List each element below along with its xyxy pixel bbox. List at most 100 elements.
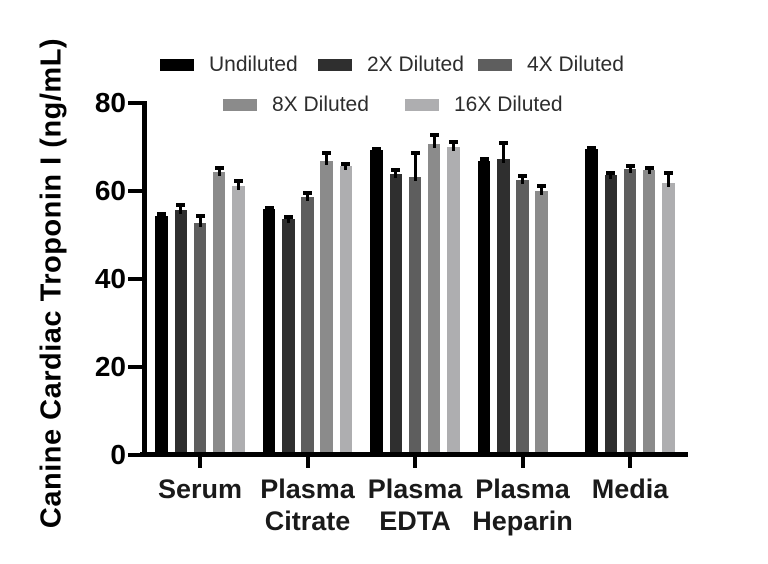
error-bar-cap bbox=[448, 139, 458, 144]
y-axis-tick-label: 80 bbox=[94, 87, 126, 118]
error-bar-whisker bbox=[482, 156, 486, 166]
error-bar-whisker bbox=[236, 179, 240, 190]
bar bbox=[516, 180, 529, 456]
x-axis-tick bbox=[198, 457, 202, 468]
error-bar-whisker bbox=[179, 203, 183, 214]
x-axis-line bbox=[140, 452, 688, 457]
legend-label: Undiluted bbox=[209, 53, 298, 76]
x-axis-tick bbox=[520, 457, 525, 468]
error-bar-cap bbox=[410, 151, 420, 156]
y-axis-tick bbox=[128, 453, 142, 457]
error-bar-whisker bbox=[217, 166, 221, 177]
legend-swatch bbox=[318, 59, 352, 71]
y-axis-line bbox=[142, 101, 147, 457]
category-label: Plasma bbox=[475, 474, 570, 504]
x-axis-tick bbox=[628, 457, 632, 468]
error-bar-cap bbox=[644, 165, 654, 170]
error-bar-cap bbox=[498, 141, 508, 146]
error-bar-whisker bbox=[198, 213, 202, 227]
category-label: Plasma bbox=[260, 474, 355, 504]
error-bar-whisker bbox=[666, 170, 670, 187]
error-bar-cap bbox=[663, 170, 673, 175]
error-bar-cap bbox=[283, 215, 293, 220]
bar bbox=[389, 173, 403, 456]
category-label: Plasma bbox=[367, 474, 463, 504]
category-label: EDTA bbox=[379, 506, 451, 536]
error-bar-whisker bbox=[540, 184, 544, 195]
error-bar-cap bbox=[264, 206, 274, 211]
error-bar-cap bbox=[625, 163, 635, 168]
bar bbox=[623, 169, 637, 456]
legend-label: 4X Diluted bbox=[527, 53, 624, 76]
bar bbox=[604, 174, 618, 456]
bar bbox=[447, 147, 460, 456]
error-bar-whisker bbox=[521, 173, 524, 184]
category-label: Heparin bbox=[472, 506, 573, 536]
y-axis-tick bbox=[128, 189, 142, 193]
category-label: Citrate bbox=[264, 506, 351, 536]
bar bbox=[535, 191, 548, 456]
error-bar-cap bbox=[606, 170, 616, 175]
bar bbox=[642, 169, 656, 456]
error-bar-cap bbox=[537, 184, 547, 189]
error-bar-cap bbox=[372, 146, 382, 151]
bar bbox=[212, 172, 226, 456]
error-bar-whisker bbox=[432, 132, 436, 149]
error-bar-whisker bbox=[501, 141, 505, 163]
bar bbox=[497, 158, 510, 456]
legend-label: 2X Diluted bbox=[367, 53, 464, 76]
y-axis-tick-label: 40 bbox=[94, 263, 126, 294]
x-axis-tick bbox=[305, 457, 310, 468]
error-bar-cap bbox=[157, 211, 167, 216]
x-axis-tick bbox=[413, 457, 417, 468]
error-bar-cap bbox=[176, 203, 186, 208]
bar bbox=[427, 144, 441, 456]
error-bar-whisker bbox=[306, 191, 309, 201]
bar bbox=[301, 196, 314, 456]
y-axis-tick bbox=[128, 101, 142, 105]
legend-swatch bbox=[478, 59, 512, 71]
error-bar-cap bbox=[195, 213, 205, 218]
bar bbox=[370, 150, 383, 456]
error-bar-cap bbox=[587, 145, 597, 150]
bar bbox=[282, 218, 295, 456]
bar bbox=[174, 209, 188, 456]
y-axis-tick-label: 20 bbox=[94, 351, 126, 382]
error-bar-cap bbox=[391, 168, 401, 173]
error-bar-cap bbox=[322, 151, 332, 156]
error-bar-whisker bbox=[413, 151, 417, 181]
error-bar-cap bbox=[303, 191, 312, 196]
bar bbox=[585, 149, 598, 456]
error-bar-cap bbox=[518, 173, 527, 178]
error-bar-whisker bbox=[325, 151, 329, 165]
error-bar-cap bbox=[214, 166, 224, 171]
error-bar-cap bbox=[233, 179, 243, 184]
legend-label: 8X Diluted bbox=[272, 93, 369, 116]
y-axis-tick-label: 0 bbox=[110, 439, 126, 470]
error-bar-cap bbox=[429, 132, 439, 137]
y-axis-tick bbox=[128, 277, 142, 281]
y-axis-tick bbox=[128, 365, 142, 369]
error-bar-cap bbox=[479, 156, 489, 161]
error-bar-cap bbox=[341, 162, 351, 167]
y-axis-tick-label: 60 bbox=[94, 175, 126, 206]
category-label: Serum bbox=[157, 474, 243, 504]
bar bbox=[193, 222, 207, 456]
bar bbox=[408, 176, 422, 456]
bar bbox=[320, 160, 333, 456]
legend-swatch bbox=[405, 99, 439, 111]
bar bbox=[477, 161, 491, 456]
bar bbox=[662, 182, 675, 456]
bar bbox=[339, 166, 353, 456]
legend-label: 16X Diluted bbox=[454, 93, 563, 116]
bar bbox=[155, 215, 168, 456]
category-label: Media bbox=[591, 474, 669, 504]
bar bbox=[262, 209, 276, 456]
error-bar-whisker bbox=[451, 139, 455, 152]
bar bbox=[232, 185, 245, 456]
legend-swatch bbox=[160, 59, 194, 71]
legend-swatch bbox=[223, 99, 257, 111]
error-bar-whisker bbox=[394, 168, 398, 178]
error-bar-whisker bbox=[628, 163, 632, 173]
